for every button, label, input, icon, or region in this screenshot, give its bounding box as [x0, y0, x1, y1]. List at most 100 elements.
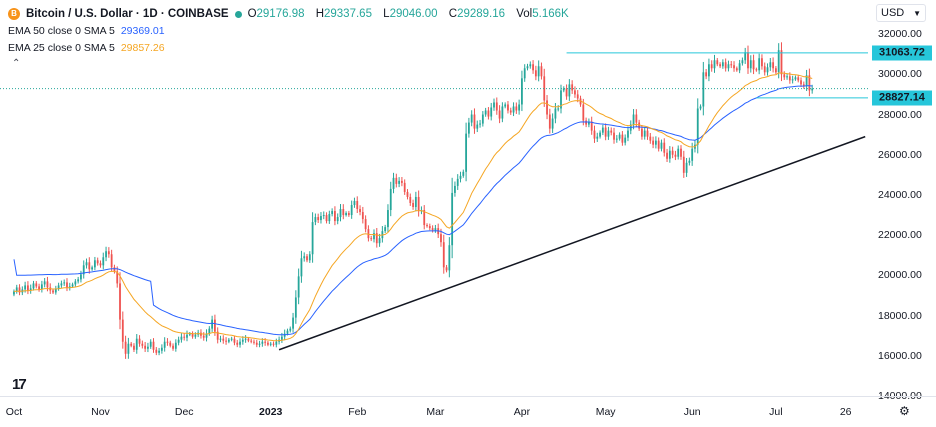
candle-body [373, 233, 375, 240]
candle-body [364, 219, 367, 230]
candle-body [141, 343, 144, 346]
candle-body [208, 328, 211, 334]
candle-body [733, 65, 735, 69]
candle-body [590, 121, 593, 131]
candle-body [52, 290, 54, 293]
chevron-up-icon[interactable]: ⌃ [12, 58, 21, 69]
candle-body [417, 196, 420, 212]
candle-body [571, 84, 574, 91]
price-tick-label: 26000.00 [878, 148, 922, 161]
candle-body [160, 347, 163, 351]
candle-body [484, 110, 487, 115]
candle-body [331, 211, 334, 215]
candle-body [211, 319, 214, 329]
candle-body [624, 137, 627, 143]
candle-body [99, 263, 102, 266]
price-tick-label: 16000.00 [878, 349, 922, 362]
candle-body [306, 256, 308, 261]
candle-body [682, 156, 685, 173]
currency-select[interactable]: USD ▼ [876, 4, 926, 22]
candle-body [641, 128, 643, 137]
symbol-row[interactable]: B Bitcoin / U.S. Dollar · 1D · COINBASE … [8, 6, 577, 22]
candle-body [534, 70, 537, 77]
candle-body [627, 130, 629, 138]
candle-body [621, 134, 624, 143]
candle-body [663, 142, 666, 153]
candle-body [135, 338, 138, 350]
candle-body [643, 130, 646, 137]
candle-body [174, 342, 177, 349]
candle-body [414, 196, 417, 208]
time-axis[interactable]: Oct Nov Dec 2023 Feb Mar Apr May Jun Jul 26 [0, 396, 936, 427]
candle-body [267, 342, 269, 345]
candle-body [389, 188, 392, 211]
price-tick-label: 18000.00 [878, 309, 922, 322]
candle-body [774, 68, 777, 73]
candle-body [744, 52, 747, 61]
candle-body [359, 209, 361, 213]
candle-body [412, 202, 414, 208]
candle-body [487, 110, 490, 117]
time-tick-label: Feb [348, 406, 367, 418]
candle-body [345, 213, 347, 216]
candle-body [560, 90, 562, 109]
candle-body [551, 118, 554, 129]
tradingview-logo-icon[interactable]: 17 [12, 376, 27, 393]
candle-body [786, 76, 788, 78]
candle-body [532, 64, 534, 71]
candle-body [253, 341, 255, 343]
candle-body [599, 132, 601, 137]
candle-body [15, 287, 18, 292]
indicator-ema50[interactable]: EMA 50 close 0 SMA 5 29369.01 [8, 22, 577, 39]
candle-body [180, 336, 183, 340]
ohlc-low-label: L [383, 8, 390, 20]
candle-body [147, 346, 149, 349]
candle-body [802, 84, 805, 87]
candle-body [280, 336, 283, 340]
ohlc-low-value: 29046.00 [389, 8, 438, 20]
chart-legend: B Bitcoin / U.S. Dollar · 1D · COINBASE … [8, 6, 577, 56]
candle-body [395, 177, 398, 184]
candle-body [763, 66, 766, 73]
candle-body [107, 251, 110, 255]
candle-body [604, 127, 607, 137]
bitcoin-icon: B [8, 8, 20, 20]
candle-body [431, 228, 434, 231]
candle-body [568, 84, 571, 97]
candle-body [85, 262, 88, 266]
candle-body [93, 260, 96, 268]
gear-icon[interactable]: ⚙ [899, 404, 910, 418]
candle-body [467, 122, 470, 134]
candle-body [227, 339, 230, 342]
candle-body [445, 267, 448, 271]
price-axis[interactable]: 32000.00 30000.00 28000.00 26000.00 24000.00… [868, 0, 936, 402]
candle-body [811, 88, 814, 91]
time-tick-label: Apr [513, 406, 531, 418]
candle-body [481, 114, 484, 124]
candle-body [548, 114, 551, 129]
time-tick-label: Jun [683, 406, 701, 418]
indicator-ema25[interactable]: EMA 25 close 0 SMA 5 29857.26 [8, 39, 577, 56]
candle-body [758, 58, 761, 71]
candle-body [387, 210, 389, 228]
price-tick-label: 24000.00 [878, 188, 922, 201]
candle-body [699, 106, 702, 109]
candle-body [688, 160, 691, 163]
candle-body [766, 67, 769, 73]
candlestick-chart[interactable] [0, 0, 868, 396]
indicator-ema50-label: EMA 50 close 0 SMA 5 [8, 24, 115, 37]
candle-body [490, 107, 493, 117]
candle-body [574, 90, 576, 95]
candle-body [121, 319, 124, 342]
candle-body [434, 228, 437, 231]
candle-body [585, 120, 588, 125]
candle-body [261, 341, 264, 344]
candle-body [657, 140, 660, 149]
candle-body [735, 68, 738, 71]
candle-body [311, 222, 314, 255]
symbol-title[interactable]: Bitcoin / U.S. Dollar · 1D · COINBASE [26, 8, 229, 20]
candle-body [225, 340, 227, 342]
candle-body [702, 72, 705, 107]
chart-pane[interactable] [0, 0, 868, 396]
candle-body [440, 234, 442, 243]
